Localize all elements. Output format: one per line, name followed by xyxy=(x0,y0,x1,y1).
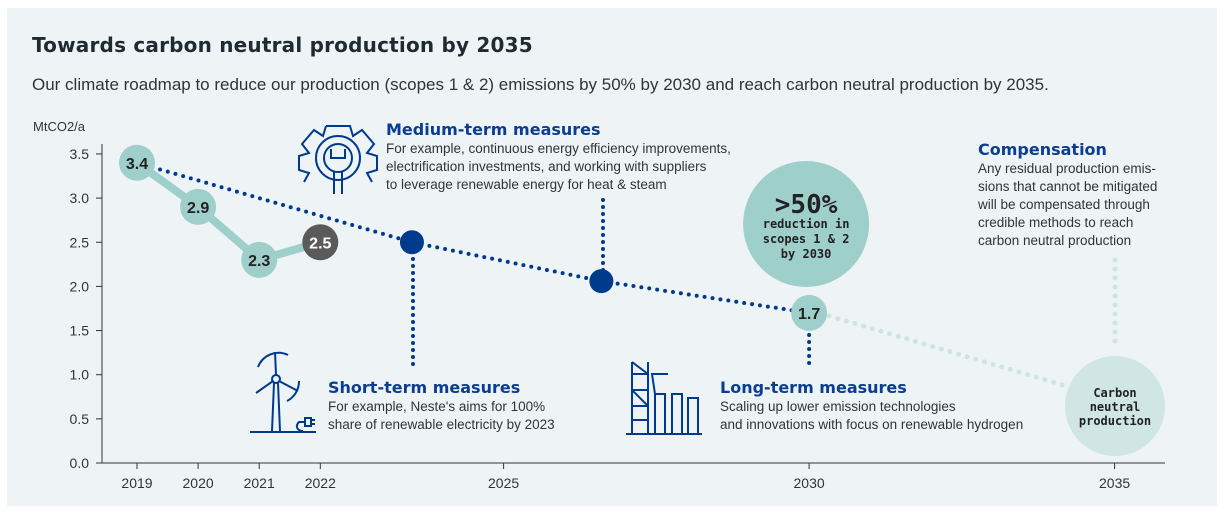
y-tick-label: 0.0 xyxy=(70,455,90,471)
data-label: 3.4 xyxy=(126,156,148,173)
carbon-neutral-label: Carbon xyxy=(1093,386,1136,400)
data-label: 1.7 xyxy=(798,306,820,323)
y-tick-label: 1.0 xyxy=(70,367,90,383)
y-tick-label: 3.0 xyxy=(70,190,90,206)
medium-term-heading: Medium-term measures xyxy=(386,120,601,139)
short-term-heading: Short-term measures xyxy=(328,378,521,397)
short-term-line: For example, Neste's aims for 100% xyxy=(328,399,546,414)
carbon-neutral-label: production xyxy=(1079,414,1151,428)
x-tick-label: 2019 xyxy=(121,475,152,491)
carbon-neutral-circle xyxy=(1065,356,1165,456)
compensation-block: Compensation Any residual production emi… xyxy=(978,141,1166,250)
target-path-line xyxy=(135,160,812,315)
medium-term-line: electrification investments, and working… xyxy=(386,159,707,174)
chart-title: Towards carbon neutral production by 203… xyxy=(32,33,533,57)
chart-subtitle: Our climate roadmap to reduce our produc… xyxy=(32,75,1049,94)
y-axis-label: MtCO2/a xyxy=(33,119,86,134)
target-marker xyxy=(399,230,424,255)
y-tick-label: 2.0 xyxy=(70,278,90,294)
medium-term-block: Medium-term measures For example, contin… xyxy=(386,121,731,194)
data-point-2022 xyxy=(302,224,339,261)
long-term-block: Long-term measures Scaling up lower emis… xyxy=(720,379,1023,434)
compensation-line: Any residual production emis- xyxy=(978,161,1156,176)
compensation-heading: Compensation xyxy=(978,140,1107,159)
carbon-neutral-label: neutral xyxy=(1090,400,1141,414)
wind-turbine-icon xyxy=(250,351,316,433)
short-term-block: Short-term measures For example, Neste's… xyxy=(328,379,555,434)
x-tick-label: 2022 xyxy=(305,475,336,491)
long-term-line: and innovations with focus on renewable … xyxy=(720,417,1024,432)
reduction-callout-text: reduction in xyxy=(763,217,850,231)
actual-emissions-line xyxy=(134,159,322,265)
compensation-line: credible methods to reach xyxy=(978,215,1134,230)
long-term-heading: Long-term measures xyxy=(720,378,907,397)
reduction-callout-circle xyxy=(743,161,870,287)
gear-wrench-icon xyxy=(298,125,378,194)
long-term-line: Scaling up lower emission technologies xyxy=(720,399,956,414)
reduction-callout-value: >50% xyxy=(775,190,838,220)
x-tick-label: 2021 xyxy=(244,475,275,491)
y-tick-label: 3.5 xyxy=(70,146,90,162)
data-point-2021 xyxy=(241,241,278,278)
target-marker xyxy=(589,269,614,294)
compensation-line: sions that cannot be mitigated xyxy=(978,179,1158,194)
medium-term-line: to leverage renewable energy for heat & … xyxy=(386,177,667,192)
y-tick-label: 2.5 xyxy=(70,234,90,250)
data-point-2030 xyxy=(791,294,828,331)
x-tick-label: 2030 xyxy=(794,475,825,491)
data-point-2020 xyxy=(180,188,217,225)
data-label: 2.5 xyxy=(309,235,331,252)
short-term-line: share of renewable electricity by 2023 xyxy=(328,417,555,432)
data-label: 2.3 xyxy=(248,253,270,270)
compensation-line: will be compensated through xyxy=(978,197,1150,212)
data-label: 2.9 xyxy=(187,200,209,217)
y-tick-label: 1.5 xyxy=(70,323,90,339)
refinery-icon xyxy=(626,361,702,435)
x-tick-label: 2025 xyxy=(488,475,519,491)
reduction-callout-text: scopes 1 & 2 xyxy=(763,232,850,246)
compensation-line: carbon neutral production xyxy=(978,233,1132,248)
chart-panel xyxy=(7,8,1217,506)
medium-term-line: For example, continuous energy efficienc… xyxy=(386,141,731,156)
x-tick-label: 2020 xyxy=(183,475,214,491)
future-path-line xyxy=(826,313,1069,389)
data-point-2019 xyxy=(119,144,155,181)
y-tick-label: 0.5 xyxy=(70,411,90,427)
x-tick-label: 2035 xyxy=(1099,475,1130,491)
reduction-callout-text: by 2030 xyxy=(781,247,832,261)
